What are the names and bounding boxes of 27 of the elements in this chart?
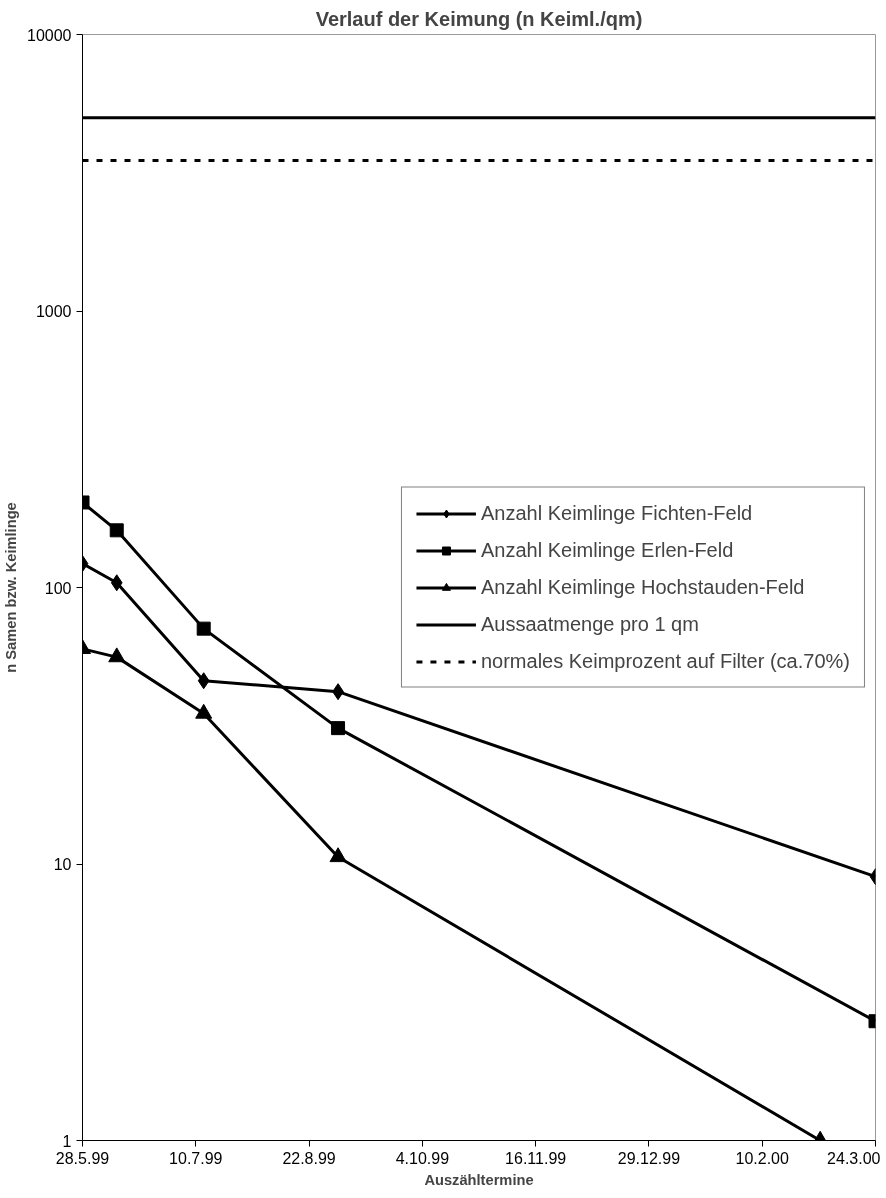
legend-label: normales Keimprozent auf Filter (ca.70%): [480, 649, 850, 673]
point: [197, 672, 210, 690]
legend-label: Anzahl Keimlinge Hochstauden-Feld: [480, 575, 805, 599]
legend-label: Anzahl Keimlinge Erlen-Feld: [480, 538, 734, 562]
legend-label: Anzahl Keimlinge Fichten-Feld: [480, 501, 753, 525]
x-tick-label: 10.2.00: [735, 1149, 790, 1167]
x-tick-label: 10.7.99: [169, 1149, 223, 1167]
point: [110, 574, 123, 592]
y-tick-label: 10000: [27, 26, 72, 44]
x-tick-label: 22.8.99: [282, 1149, 336, 1167]
x-tick-label: 24.3.00: [827, 1149, 881, 1167]
legend-label: Aussaatmenge pro 1 qm: [480, 612, 699, 636]
x-tick-label: 16.11.99: [505, 1149, 567, 1167]
y-tick-label: 1: [62, 1132, 72, 1150]
chart-title: Verlauf der Keimung (n Keiml./qm): [315, 7, 643, 30]
point: [196, 621, 211, 636]
y-tick-label: 100: [44, 579, 72, 597]
x-tick-label: 28.5.99: [55, 1149, 110, 1167]
point: [331, 721, 346, 736]
point: [109, 523, 124, 538]
x-tick-label: 4.10.99: [395, 1149, 450, 1167]
x-axis-title: Auszähltermine: [424, 1171, 534, 1188]
y-axis-title: n Samen bzw. Keimlinge: [3, 502, 20, 673]
y-tick-label: 10: [53, 856, 72, 873]
x-tick-label: 29.12.99: [617, 1149, 681, 1167]
point: [329, 847, 347, 863]
y-tick-label: 1000: [35, 303, 72, 320]
